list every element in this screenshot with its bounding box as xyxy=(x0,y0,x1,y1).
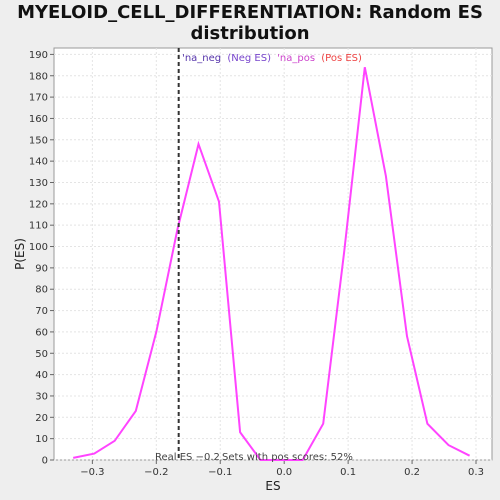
legend: 'na_neg (Neg ES) 'na_pos (Pos ES) xyxy=(182,53,362,64)
y-tick-label: 120 xyxy=(29,199,48,210)
grid-layer xyxy=(54,48,492,461)
x-axis-title: ES xyxy=(265,479,280,493)
plot-area xyxy=(53,47,493,461)
y-tick-label: 140 xyxy=(29,157,48,168)
y-axis-title: P(ES) xyxy=(13,238,27,270)
y-tick-label: 190 xyxy=(29,50,48,61)
x-axis-ticks: −0.3 −0.2 −0.1 0.0 0.1 0.2 0.3 xyxy=(80,460,484,478)
y-axis-ticks: 0 10 20 30 40 50 60 70 80 90 100 110 120 130 140 150 160… xyxy=(29,50,54,467)
legend-neg-label: 'na_neg xyxy=(182,53,221,64)
y-tick-label: 110 xyxy=(29,221,48,232)
y-tick-label: 60 xyxy=(35,327,48,338)
x-tick-label: −0.2 xyxy=(144,467,168,478)
y-tick-label: 160 xyxy=(29,114,48,125)
chart-title-line1: MYELOID_CELL_DIFFERENTIATION: Random ES xyxy=(17,2,483,23)
x-tick-label: −0.1 xyxy=(208,467,232,478)
y-tick-label: 100 xyxy=(29,242,48,253)
y-tick-label: 50 xyxy=(35,349,48,360)
chart-title-line2: distribution xyxy=(190,23,310,44)
y-tick-label: 80 xyxy=(35,285,48,296)
x-tick-label: 0.1 xyxy=(340,467,356,478)
y-tick-label: 30 xyxy=(35,391,48,402)
y-tick-label: 0 xyxy=(42,456,48,467)
legend-neg-desc: (Neg ES) xyxy=(227,53,271,64)
legend-pos-desc: (Pos ES) xyxy=(321,53,362,64)
y-tick-label: 150 xyxy=(29,135,48,146)
y-tick-label: 70 xyxy=(35,306,48,317)
legend-pos-label: 'na_pos xyxy=(277,53,315,64)
x-tick-label: −0.3 xyxy=(80,467,104,478)
y-tick-label: 90 xyxy=(35,263,48,274)
y-tick-label: 10 xyxy=(35,434,48,445)
x-tick-label: 0.3 xyxy=(468,467,484,478)
real-es-annotation: Real ES −0.2 xyxy=(155,452,220,463)
y-tick-label: 40 xyxy=(35,370,48,381)
y-tick-label: 180 xyxy=(29,71,48,82)
y-tick-label: 20 xyxy=(35,413,48,424)
y-tick-label: 170 xyxy=(29,93,48,104)
pos-scores-annotation: Sets with pos scores: 52% xyxy=(222,452,353,463)
series-line xyxy=(73,67,471,461)
x-tick-label: 0.2 xyxy=(404,467,420,478)
y-tick-label: 130 xyxy=(29,178,48,189)
chart-title: MYELOID_CELL_DIFFERENTIATION: Random ES … xyxy=(0,2,500,44)
x-tick-label: 0.0 xyxy=(276,467,292,478)
